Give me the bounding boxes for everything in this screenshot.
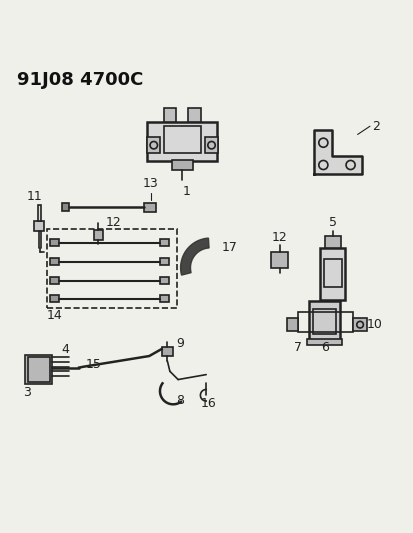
Bar: [306, 339, 342, 345]
Text: 16: 16: [200, 397, 216, 410]
Text: 17: 17: [221, 241, 237, 254]
Bar: [159, 277, 168, 284]
Bar: [159, 239, 168, 246]
Bar: [33, 221, 44, 231]
Text: 5: 5: [328, 216, 336, 230]
Bar: [147, 138, 160, 153]
Text: 6: 6: [320, 342, 328, 354]
Bar: [159, 295, 168, 302]
Bar: [188, 108, 200, 122]
Text: 10: 10: [366, 318, 382, 332]
Bar: [62, 203, 69, 211]
Bar: [171, 160, 192, 169]
Bar: [204, 138, 218, 153]
Text: 11: 11: [27, 190, 43, 204]
Text: 7: 7: [293, 342, 301, 354]
Text: 9: 9: [176, 336, 183, 350]
Polygon shape: [180, 238, 209, 275]
Polygon shape: [313, 131, 361, 174]
Text: 1: 1: [182, 185, 190, 198]
Bar: [147, 122, 217, 161]
Text: 12: 12: [271, 230, 286, 244]
Bar: [159, 258, 168, 265]
Bar: [50, 277, 59, 284]
Bar: [320, 248, 344, 300]
Bar: [163, 108, 176, 122]
Bar: [93, 230, 102, 240]
Text: 2: 2: [371, 120, 379, 133]
Bar: [50, 258, 59, 265]
Text: 14: 14: [47, 309, 62, 322]
Bar: [323, 259, 341, 287]
Bar: [313, 309, 335, 334]
Bar: [297, 312, 353, 332]
Bar: [50, 239, 59, 246]
Text: 15: 15: [85, 358, 101, 370]
Text: 4: 4: [62, 343, 69, 356]
Bar: [324, 236, 340, 248]
Text: 8: 8: [176, 394, 184, 407]
Bar: [38, 205, 41, 221]
Text: 3: 3: [24, 386, 31, 399]
Bar: [47, 229, 176, 308]
Bar: [144, 203, 155, 212]
Bar: [270, 252, 287, 268]
Bar: [25, 355, 52, 384]
Bar: [50, 295, 59, 302]
Bar: [27, 357, 50, 382]
Bar: [163, 126, 200, 153]
Text: 91J08 4700C: 91J08 4700C: [17, 70, 143, 88]
Bar: [353, 319, 366, 331]
Bar: [309, 301, 339, 340]
Bar: [286, 319, 297, 331]
Text: 13: 13: [142, 177, 158, 190]
Text: 12: 12: [106, 216, 121, 229]
Bar: [161, 348, 173, 356]
